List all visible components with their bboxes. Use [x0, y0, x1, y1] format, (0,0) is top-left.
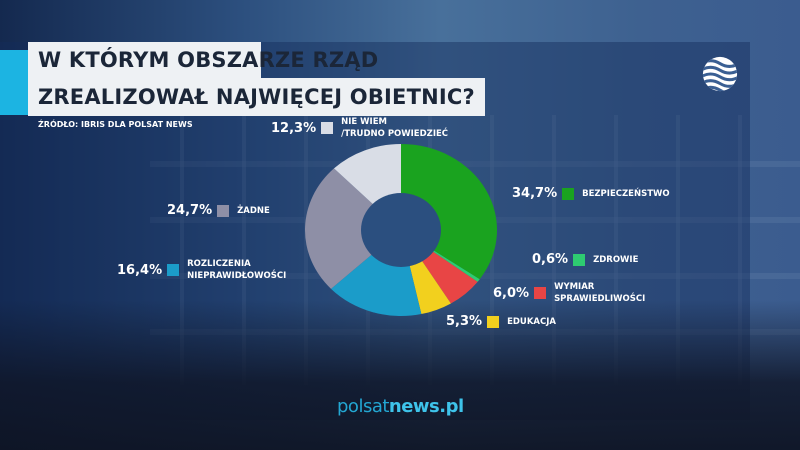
legend-label: ROZLICZENIA NIEPRAWIDŁOWOŚCI [187, 259, 287, 281]
legend-swatch [217, 204, 230, 217]
polsatnews-logo: polsatnews.pl [337, 396, 464, 417]
brand-suffix: news.pl [388, 396, 464, 417]
legend-swatch [321, 122, 334, 134]
legend-label: NIE WIEM /TRUDNO POWIEDZIEĆ [341, 117, 449, 139]
legend-label: BEZPIECZEŃSTWO [582, 188, 670, 199]
legend-item-edukacja: 5,3% EDUKACJA [446, 314, 556, 329]
legend-item-wymiar-sprawiedliwosci: 6,0% WYMIAR SPRAWIEDLIWOŚCI [493, 281, 645, 305]
donut-slice [305, 168, 401, 289]
legend-percent: 16,4% [117, 262, 163, 278]
legend-percent: 0,6% [532, 252, 569, 267]
legend-percent: 24,7% [167, 203, 213, 218]
legend-swatch [534, 287, 547, 299]
legend-swatch [573, 253, 586, 266]
polsat-globe-icon [702, 56, 738, 92]
legend-swatch [167, 264, 180, 276]
legend-item-rozliczenia: 16,4% ROZLICZENIA NIEPRAWIDŁOWOŚCI [117, 258, 286, 282]
legend-percent: 34,7% [512, 186, 558, 201]
brand-prefix: polsat [337, 396, 389, 417]
legend-label: WYMIAR SPRAWIEDLIWOŚCI [554, 282, 646, 304]
legend-label: EDUKACJA [507, 316, 556, 327]
legend-label: ŻADNE [237, 205, 270, 216]
legend-item-zdrowie: 0,6% ZDROWIE [532, 252, 638, 267]
legend-item-nie-wiem: 12,3% NIE WIEM /TRUDNO POWIEDZIEĆ [271, 116, 448, 140]
legend-percent: 12,3% [271, 120, 317, 136]
legend-item-zadne: 24,7% ŻADNE [167, 203, 270, 218]
bottom-shade [0, 300, 800, 450]
legend-percent: 5,3% [446, 314, 483, 329]
donut-slice [401, 144, 498, 280]
legend-swatch [562, 187, 575, 200]
title-line-2: ZREALIZOWAŁ NAJWIĘCEJ OBIETNIC? [28, 78, 485, 116]
legend-swatch [487, 315, 500, 328]
legend-percent: 6,0% [493, 285, 530, 301]
legend-item-bezpieczenstwo: 34,7% BEZPIECZEŃSTWO [512, 186, 670, 201]
donut-hole [361, 193, 441, 267]
legend-label: ZDROWIE [593, 254, 639, 265]
source-label: ŹRÓDŁO: IBRIS DLA POLSAT NEWS [38, 120, 193, 129]
